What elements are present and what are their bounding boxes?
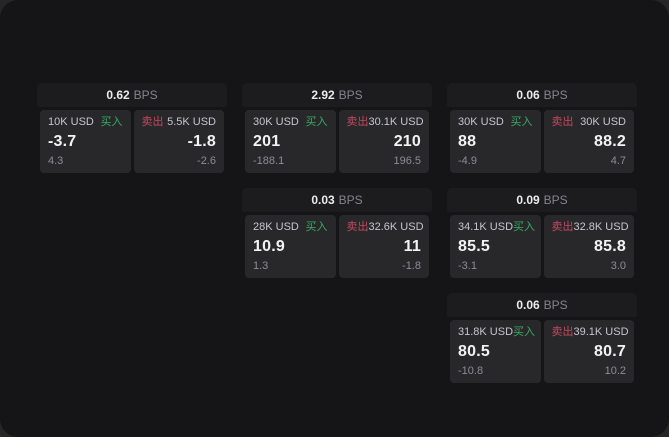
- sell-side-label: 卖出: [346, 116, 369, 128]
- sell-quote-panel[interactable]: 卖出 30K USD 88.2 4.7: [543, 110, 634, 173]
- buy-quote-panel[interactable]: 31.8K USD 买入 80.5 -10.8: [450, 320, 541, 383]
- buy-notional: 34.1K USD: [458, 221, 514, 233]
- sell-sub-value: -1.8: [402, 260, 421, 272]
- card-body: 28K USD 买入 10.9 1.3 卖出 32.6K USD 11 -1.8: [242, 215, 432, 278]
- quote-card: 0.06 BPS 30K USD 买入 88 -4.9 卖出 30K USD: [447, 83, 637, 173]
- buy-side-label: 买入: [510, 116, 533, 128]
- bps-value: 2.92: [311, 88, 335, 102]
- sell-side-label: 卖出: [141, 116, 164, 128]
- bps-value: 0.62: [106, 88, 130, 102]
- buy-sub-value: -10.8: [458, 365, 484, 377]
- bps-unit-label: BPS: [543, 193, 568, 207]
- buy-side-label: 买入: [513, 221, 536, 233]
- quote-cards-grid: 0.62 BPS 10K USD 买入 -3.7 4.3 卖出 5.5K USD: [37, 83, 637, 383]
- buy-quote-panel[interactable]: 28K USD 买入 10.9 1.3: [245, 215, 336, 278]
- buy-side-label: 买入: [100, 116, 123, 128]
- bps-value: 0.03: [311, 193, 335, 207]
- bps-value: 0.06: [516, 298, 540, 312]
- sell-sub-value: 196.5: [393, 155, 421, 167]
- buy-notional: 10K USD: [48, 116, 94, 128]
- bps-unit-label: BPS: [338, 88, 363, 102]
- buy-side-label: 买入: [305, 116, 328, 128]
- buy-quote-panel[interactable]: 30K USD 买入 201 -188.1: [245, 110, 336, 173]
- sell-notional: 5.5K USD: [167, 116, 216, 128]
- card-header: 0.62 BPS: [37, 83, 227, 107]
- sell-notional: 30.1K USD: [368, 116, 424, 128]
- sell-side-label: 卖出: [551, 116, 574, 128]
- bps-unit-label: BPS: [543, 88, 568, 102]
- buy-notional: 31.8K USD: [458, 326, 514, 338]
- buy-price: 10.9: [253, 238, 285, 255]
- sell-sub-value: -2.6: [197, 155, 216, 167]
- sell-price: -1.8: [187, 133, 216, 150]
- sell-quote-panel[interactable]: 卖出 30.1K USD 210 196.5: [338, 110, 429, 173]
- quote-card: 0.09 BPS 34.1K USD 买入 85.5 -3.1 卖出 32.8K…: [447, 188, 637, 278]
- sell-sub-value: 10.2: [604, 365, 626, 377]
- buy-notional: 30K USD: [458, 116, 504, 128]
- sell-sub-value: 4.7: [610, 155, 626, 167]
- sell-side-label: 卖出: [551, 221, 574, 233]
- sell-quote-panel[interactable]: 卖出 5.5K USD -1.8 -2.6: [133, 110, 224, 173]
- buy-side-label: 买入: [305, 221, 328, 233]
- sell-price: 85.8: [594, 238, 626, 255]
- buy-price: 80.5: [458, 343, 490, 360]
- sell-side-label: 卖出: [346, 221, 369, 233]
- buy-quote-panel[interactable]: 30K USD 买入 88 -4.9: [450, 110, 541, 173]
- quote-card: 2.92 BPS 30K USD 买入 201 -188.1 卖出 30.1K …: [242, 83, 432, 173]
- quote-card: 0.03 BPS 28K USD 买入 10.9 1.3 卖出 32.6K US…: [242, 188, 432, 278]
- buy-price: 201: [253, 133, 281, 150]
- card-body: 34.1K USD 买入 85.5 -3.1 卖出 32.8K USD 85.8…: [447, 215, 637, 278]
- buy-notional: 28K USD: [253, 221, 299, 233]
- bps-unit-label: BPS: [133, 88, 158, 102]
- buy-notional: 30K USD: [253, 116, 299, 128]
- card-body: 10K USD 买入 -3.7 4.3 卖出 5.5K USD -1.8 -2.…: [37, 110, 227, 173]
- card-body: 30K USD 买入 88 -4.9 卖出 30K USD 88.2 4.7: [447, 110, 637, 173]
- card-body: 31.8K USD 买入 80.5 -10.8 卖出 39.1K USD 80.…: [447, 320, 637, 383]
- sell-notional: 32.8K USD: [573, 221, 629, 233]
- bps-unit-label: BPS: [543, 298, 568, 312]
- sell-notional: 32.6K USD: [368, 221, 424, 233]
- buy-sub-value: 4.3: [48, 155, 64, 167]
- sell-price: 11: [403, 238, 421, 255]
- bps-value: 0.06: [516, 88, 540, 102]
- quote-card: 0.06 BPS 31.8K USD 买入 80.5 -10.8 卖出 39.1…: [447, 293, 637, 383]
- sell-quote-panel[interactable]: 卖出 32.8K USD 85.8 3.0: [543, 215, 634, 278]
- sell-notional: 30K USD: [580, 116, 626, 128]
- sell-price: 88.2: [594, 133, 626, 150]
- card-header: 2.92 BPS: [242, 83, 432, 107]
- buy-price: 88: [458, 133, 477, 150]
- buy-sub-value: -3.1: [458, 260, 477, 272]
- buy-price: 85.5: [458, 238, 490, 255]
- sell-price: 210: [393, 133, 421, 150]
- buy-price: -3.7: [48, 133, 77, 150]
- sell-sub-value: 3.0: [610, 260, 626, 272]
- buy-sub-value: 1.3: [253, 260, 269, 272]
- buy-quote-panel[interactable]: 34.1K USD 买入 85.5 -3.1: [450, 215, 541, 278]
- bps-unit-label: BPS: [338, 193, 363, 207]
- buy-sub-value: -188.1: [253, 155, 285, 167]
- buy-sub-value: -4.9: [458, 155, 477, 167]
- sell-quote-panel[interactable]: 卖出 39.1K USD 80.7 10.2: [543, 320, 634, 383]
- buy-side-label: 买入: [513, 326, 536, 338]
- card-header: 0.06 BPS: [447, 83, 637, 107]
- card-body: 30K USD 买入 201 -188.1 卖出 30.1K USD 210 1…: [242, 110, 432, 173]
- card-header: 0.09 BPS: [447, 188, 637, 212]
- sell-price: 80.7: [594, 343, 626, 360]
- buy-quote-panel[interactable]: 10K USD 买入 -3.7 4.3: [40, 110, 131, 173]
- bps-value: 0.09: [516, 193, 540, 207]
- sell-quote-panel[interactable]: 卖出 32.6K USD 11 -1.8: [338, 215, 429, 278]
- card-header: 0.06 BPS: [447, 293, 637, 317]
- sell-side-label: 卖出: [551, 326, 574, 338]
- quote-card: 0.62 BPS 10K USD 买入 -3.7 4.3 卖出 5.5K USD: [37, 83, 227, 173]
- card-header: 0.03 BPS: [242, 188, 432, 212]
- sell-notional: 39.1K USD: [573, 326, 629, 338]
